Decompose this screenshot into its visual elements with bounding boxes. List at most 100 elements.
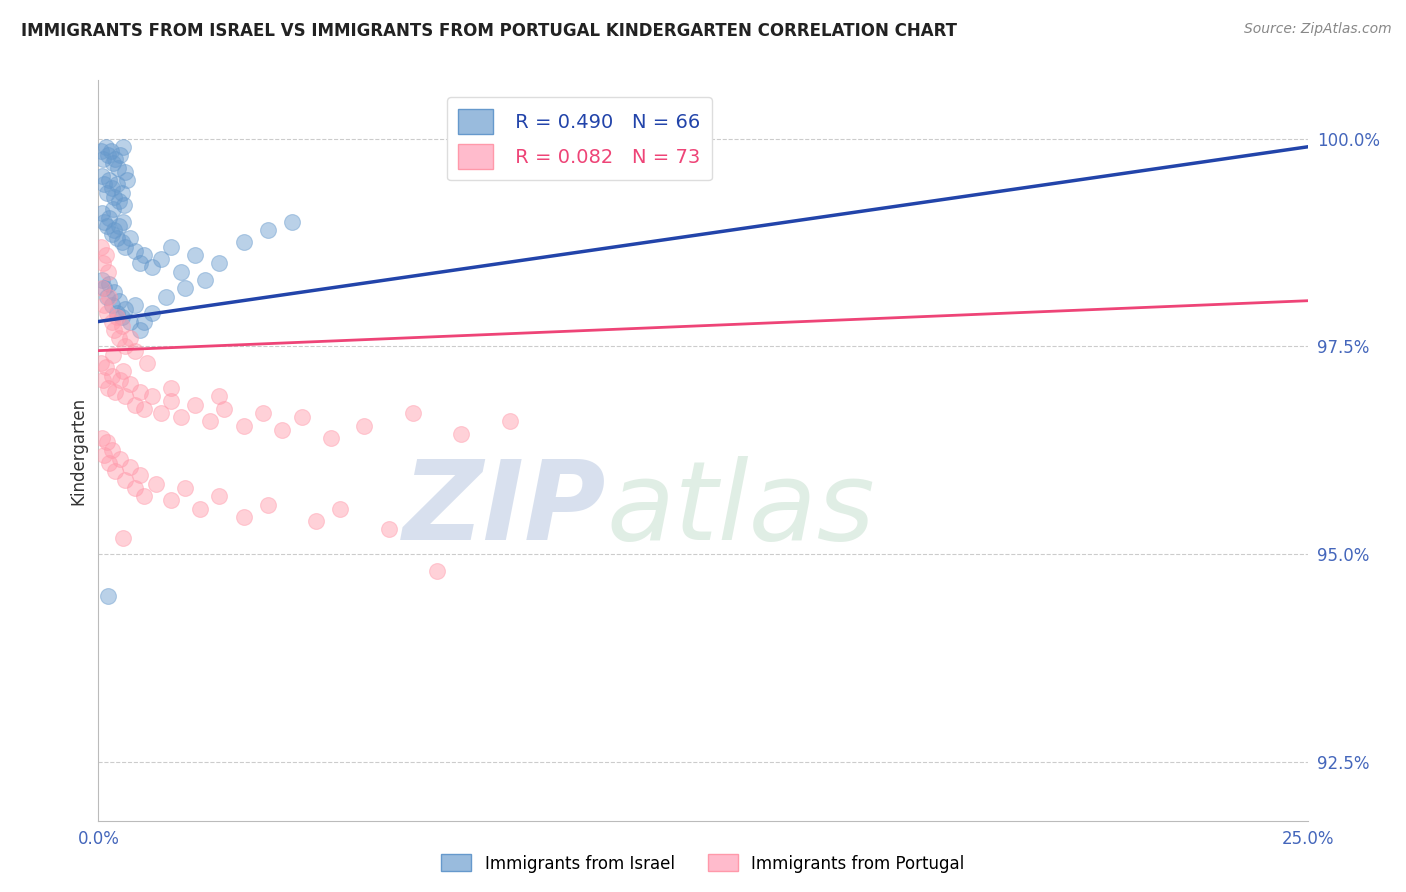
Point (281, 215, 304, 229)
Point (114, 339, 136, 353)
Point (105, 231, 128, 245)
Point (93, 298, 115, 312)
Point (100, 144, 122, 158)
Point (107, 161, 129, 175)
Point (112, 198, 135, 212)
Point (160, 393, 183, 408)
Point (101, 156, 124, 170)
Point (104, 385, 127, 400)
Point (96, 219, 118, 233)
Point (101, 181, 124, 195)
Point (128, 385, 150, 400)
Point (150, 252, 173, 267)
Point (97, 264, 120, 278)
Point (134, 248, 156, 262)
Point (104, 464, 127, 478)
Point (256, 223, 278, 237)
Point (208, 389, 231, 403)
Point (188, 501, 211, 516)
Point (128, 256, 150, 270)
Point (101, 202, 124, 217)
Y-axis label: Kindergarten: Kindergarten (69, 396, 87, 505)
Point (256, 498, 278, 512)
Point (105, 178, 128, 192)
Point (107, 293, 129, 308)
Point (141, 389, 163, 403)
Point (91, 281, 114, 295)
Point (134, 401, 156, 416)
Point (108, 148, 131, 162)
Point (111, 318, 134, 333)
Point (305, 514, 328, 528)
Point (141, 260, 163, 275)
Point (93, 448, 115, 462)
Point (91, 273, 114, 287)
Point (135, 356, 157, 370)
Point (96, 306, 118, 320)
Point (118, 460, 141, 475)
Point (111, 531, 134, 545)
Point (98, 289, 121, 303)
Point (160, 240, 183, 254)
Point (103, 285, 125, 300)
Point (232, 235, 254, 250)
Point (155, 289, 177, 303)
Point (114, 301, 136, 316)
Point (93, 215, 115, 229)
Point (101, 443, 124, 458)
Point (91, 256, 114, 270)
Point (93, 178, 115, 192)
Point (98, 456, 121, 470)
Point (114, 165, 136, 179)
Point (377, 523, 399, 537)
Text: atlas: atlas (606, 456, 875, 563)
Point (111, 186, 134, 200)
Point (114, 473, 136, 487)
Point (150, 406, 173, 420)
Point (329, 501, 352, 516)
Point (91, 431, 114, 445)
Point (97, 381, 120, 395)
Point (93, 281, 115, 295)
Point (97, 148, 120, 162)
Point (98, 277, 121, 291)
Point (271, 423, 294, 437)
Point (184, 398, 207, 412)
Point (103, 223, 125, 237)
Point (96, 435, 118, 450)
Point (174, 281, 197, 295)
Point (103, 190, 125, 204)
Point (232, 418, 254, 433)
Point (101, 314, 124, 328)
Point (232, 510, 254, 524)
Point (101, 348, 124, 362)
Point (118, 231, 141, 245)
Point (134, 314, 156, 328)
Point (118, 331, 141, 345)
Point (124, 398, 146, 412)
Point (124, 481, 146, 495)
Point (105, 310, 128, 325)
Point (90, 240, 112, 254)
Point (141, 306, 163, 320)
Point (252, 406, 274, 420)
Point (105, 306, 128, 320)
Point (97, 589, 120, 603)
Point (212, 401, 235, 416)
Point (91, 206, 114, 220)
Point (90, 356, 112, 370)
Point (353, 418, 375, 433)
Point (208, 256, 231, 270)
Point (184, 248, 207, 262)
Point (91, 153, 114, 167)
Point (98, 211, 121, 225)
Point (319, 431, 342, 445)
Point (101, 227, 124, 242)
Point (194, 273, 217, 287)
Point (91, 169, 114, 183)
Point (198, 414, 221, 428)
Point (145, 476, 167, 491)
Point (160, 381, 183, 395)
Point (124, 244, 146, 258)
Point (426, 564, 449, 578)
